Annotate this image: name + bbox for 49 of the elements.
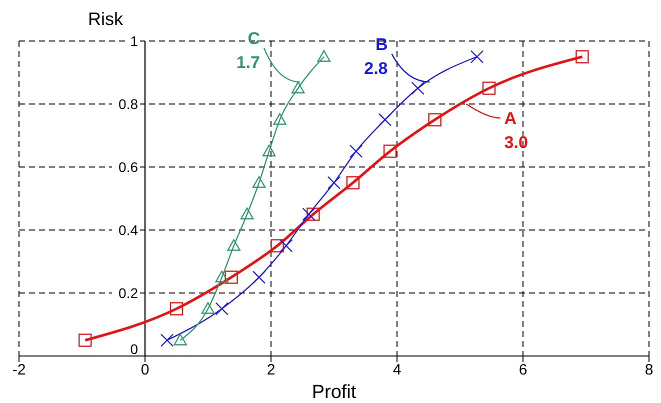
- point: [270, 239, 284, 252]
- point: [317, 50, 331, 62]
- legend-label: A: [504, 109, 517, 128]
- y-tick-label: 1: [130, 33, 138, 49]
- point: [170, 302, 184, 316]
- text: C: [248, 28, 260, 48]
- x-tick-label: -2: [12, 362, 26, 379]
- y-axis-title: Risk: [88, 9, 124, 29]
- point: [252, 270, 266, 284]
- point: [346, 176, 360, 190]
- point: [252, 176, 266, 188]
- x-tick-label: 2: [266, 362, 276, 379]
- annotation: 2.8: [364, 58, 388, 78]
- point: [280, 239, 293, 252]
- text: B: [375, 34, 388, 54]
- y-tick-label: 0.8: [118, 96, 138, 112]
- point: [349, 144, 363, 158]
- point: [306, 208, 320, 221]
- point: [378, 113, 392, 126]
- point: [160, 334, 174, 347]
- y-tick-label: 0.6: [118, 159, 138, 175]
- x-tick-label: 4: [392, 362, 402, 379]
- point: [411, 82, 424, 95]
- point: [224, 270, 238, 284]
- y-tick-label: 0: [130, 341, 138, 357]
- x-axis-title: Profit: [312, 382, 357, 403]
- annotation: 3.0: [504, 133, 528, 152]
- y-tick-label: 0.4: [118, 222, 138, 238]
- point: [576, 50, 589, 64]
- point: [240, 208, 254, 220]
- point: [302, 208, 316, 221]
- point: [227, 239, 240, 251]
- point: [470, 50, 484, 64]
- annotation: 1.7: [236, 52, 260, 72]
- x-tick-label: 6: [518, 362, 528, 379]
- point: [174, 334, 187, 346]
- point: [327, 176, 341, 190]
- point: [78, 334, 92, 347]
- point: [291, 82, 305, 94]
- point: [215, 302, 228, 316]
- point: [482, 82, 496, 95]
- point: [201, 302, 215, 314]
- point: [262, 144, 276, 156]
- point: [215, 270, 228, 282]
- x-tick-label: 8: [644, 362, 654, 379]
- y-tick-label: 0.2: [118, 285, 138, 301]
- point: [273, 113, 286, 125]
- point: [383, 144, 397, 158]
- point: [428, 113, 442, 126]
